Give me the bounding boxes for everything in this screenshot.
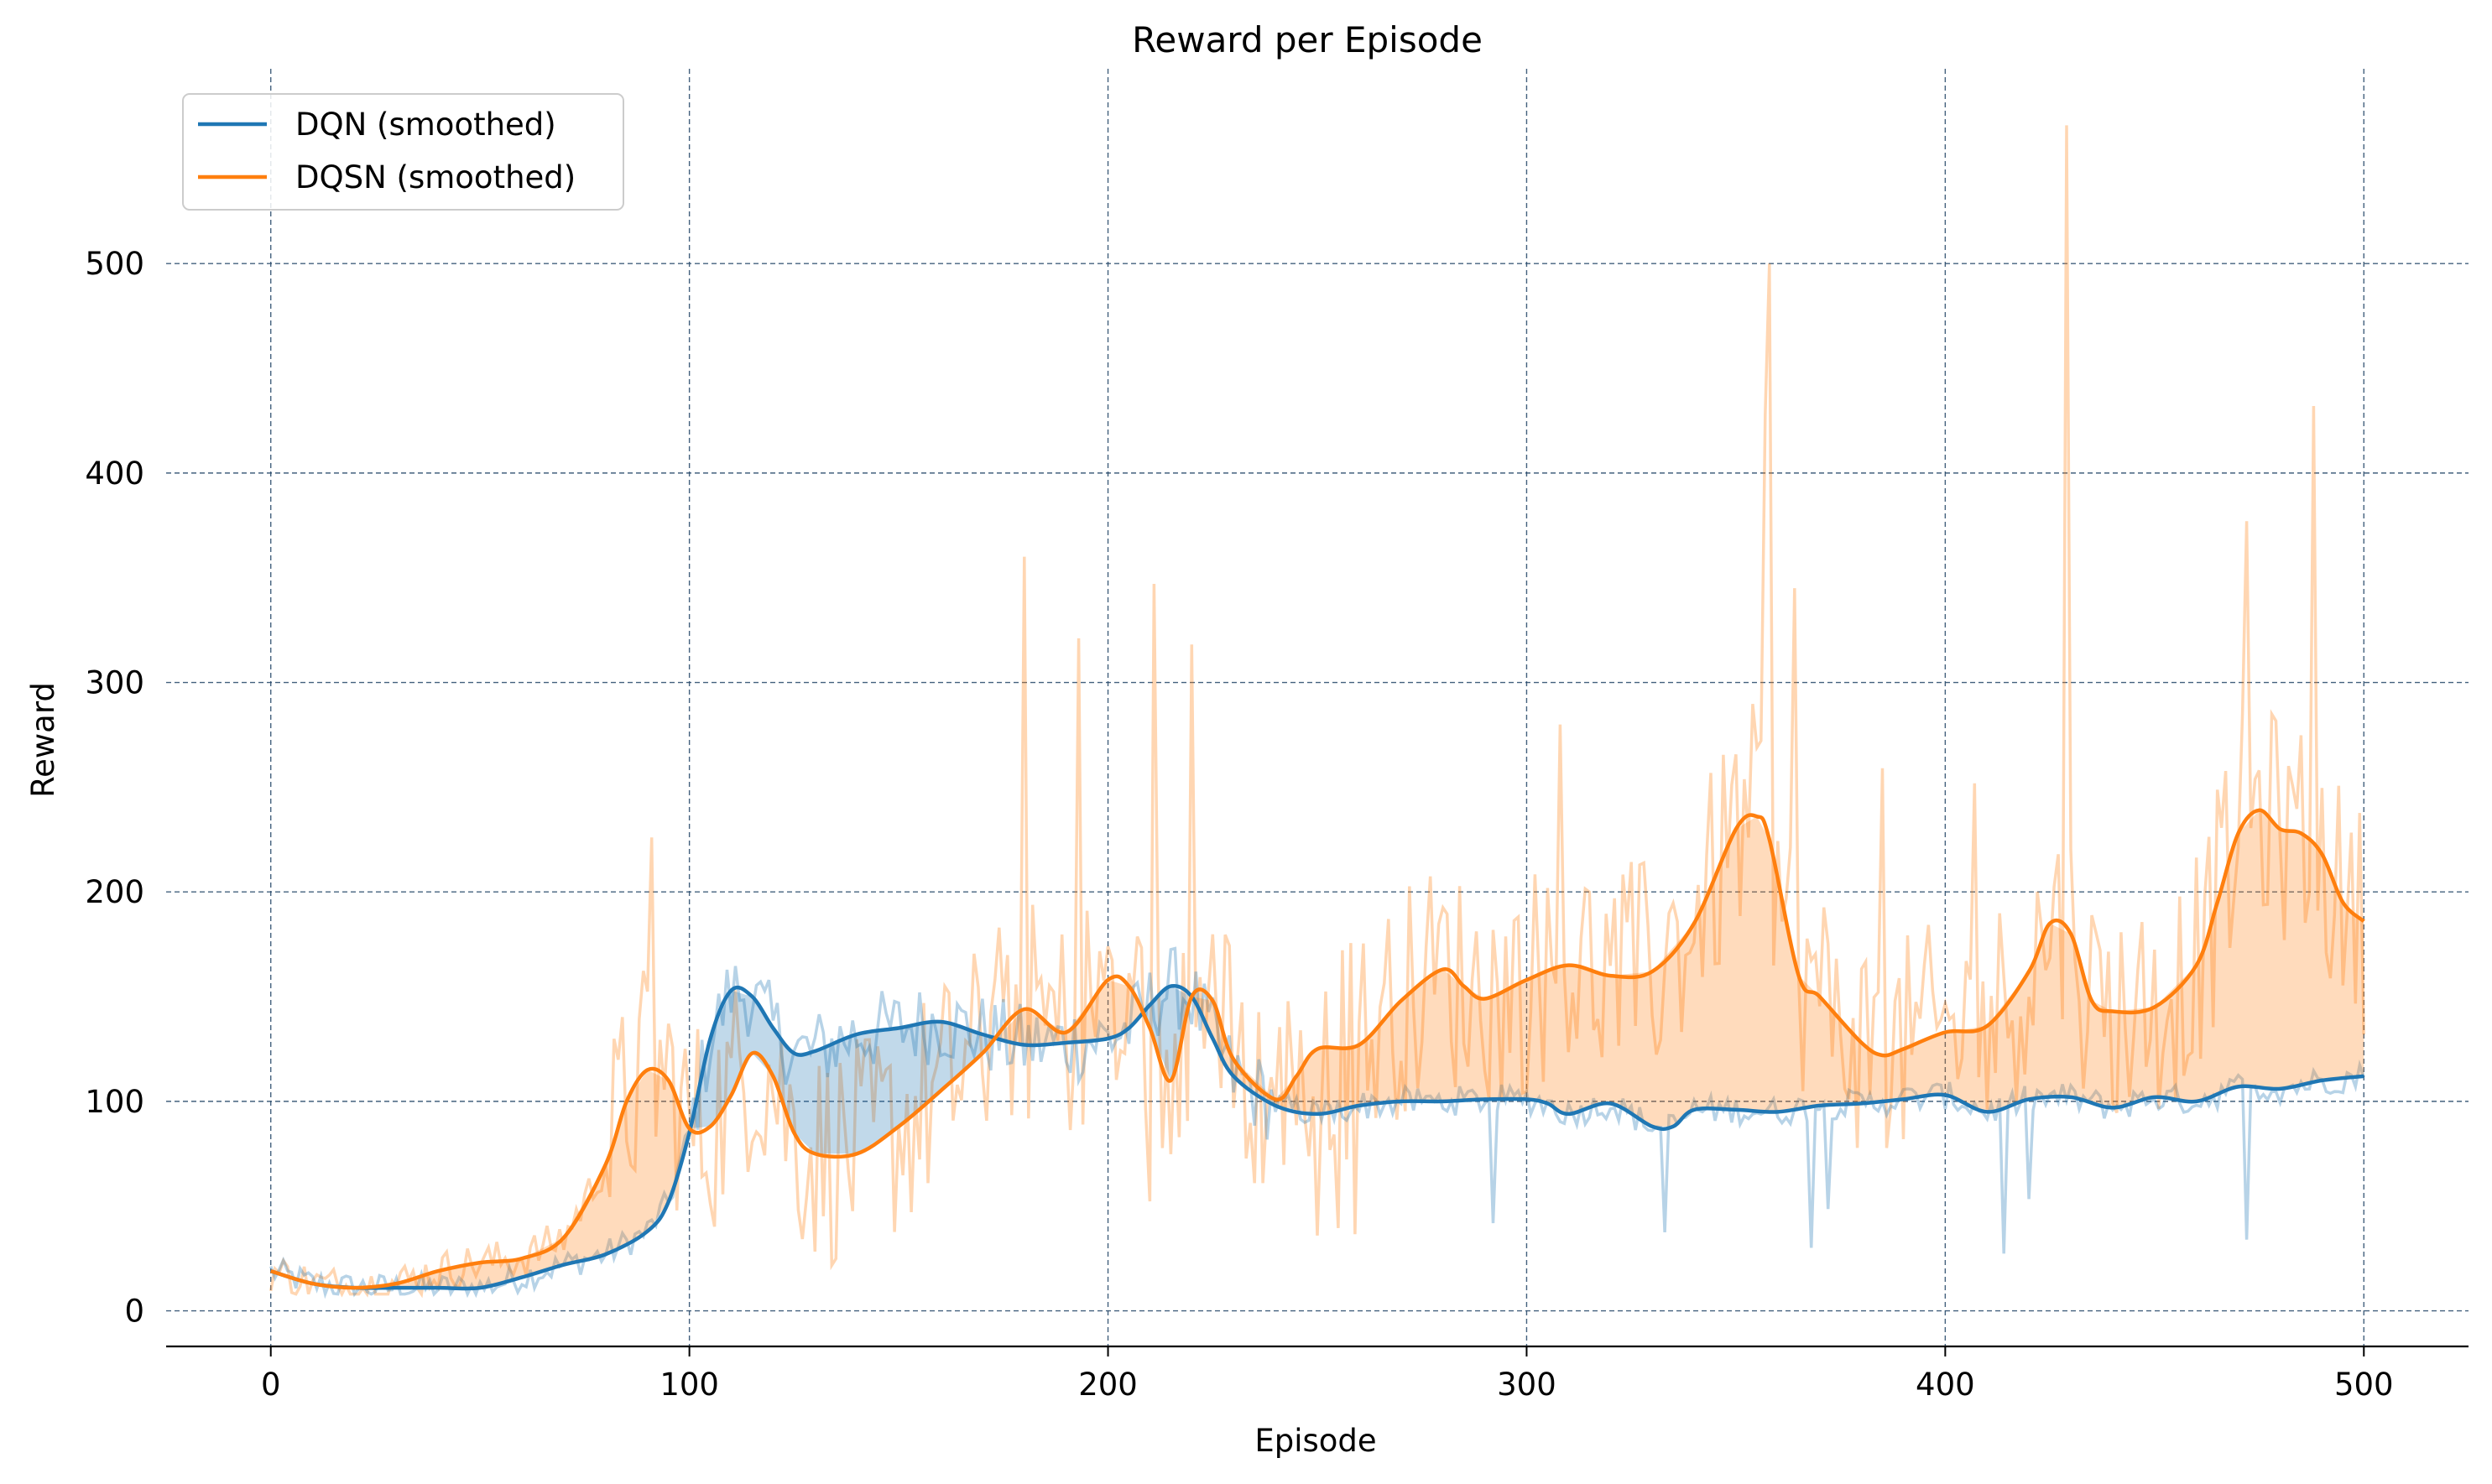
- dqn-above-fill-1: [1145, 986, 1188, 1080]
- dqsn-above-fill-2: [1191, 810, 2364, 1127]
- grid: [166, 69, 2469, 1346]
- x-tick-label-500: 500: [2334, 1367, 2394, 1403]
- legend-label-dqsn: DQSN (smoothed): [295, 159, 576, 195]
- raw-reward-traces: [268, 125, 2366, 1299]
- x-axis-label: Episode: [1254, 1423, 1376, 1459]
- y-tick-label-500: 500: [85, 246, 144, 282]
- y-tick-label-400: 400: [85, 456, 144, 492]
- dqn-smoothed-line: [270, 983, 2364, 1291]
- dqsn-smoothed-line: [270, 808, 2365, 1290]
- x-tick-label-100: 100: [659, 1367, 719, 1403]
- chart-title: Reward per Episode: [1132, 19, 1483, 60]
- dqsn-above-fill-1: [998, 980, 1142, 1045]
- axes: 0 100 200 300 400 500 0 100 200 300 400 500: [85, 246, 2469, 1403]
- x-tick-label-200: 200: [1078, 1367, 1138, 1403]
- x-tick-label-300: 300: [1497, 1367, 1556, 1403]
- y-axis-label: Reward: [25, 682, 61, 798]
- dqn-raw-trace: [269, 946, 2365, 1299]
- y-tick-label-0: 0: [124, 1294, 144, 1330]
- x-tick-label-0: 0: [261, 1367, 281, 1403]
- smoothed-series: [270, 808, 2365, 1291]
- legend: DQN (smoothed) DQSN (smoothed): [182, 93, 624, 211]
- y-tick-label-300: 300: [85, 665, 144, 701]
- legend-frame: [182, 93, 624, 211]
- difference-fill: [270, 810, 2364, 1289]
- y-tick-label-100: 100: [85, 1084, 144, 1120]
- dqsn-above-fill-0: [270, 1070, 690, 1289]
- y-tick-label-200: 200: [85, 874, 144, 910]
- x-tick-label-400: 400: [1916, 1367, 1975, 1403]
- dqsn-raw-trace: [268, 125, 2366, 1299]
- dqn-above-fill-0: [693, 990, 995, 1154]
- legend-label-dqn: DQN (smoothed): [295, 107, 556, 143]
